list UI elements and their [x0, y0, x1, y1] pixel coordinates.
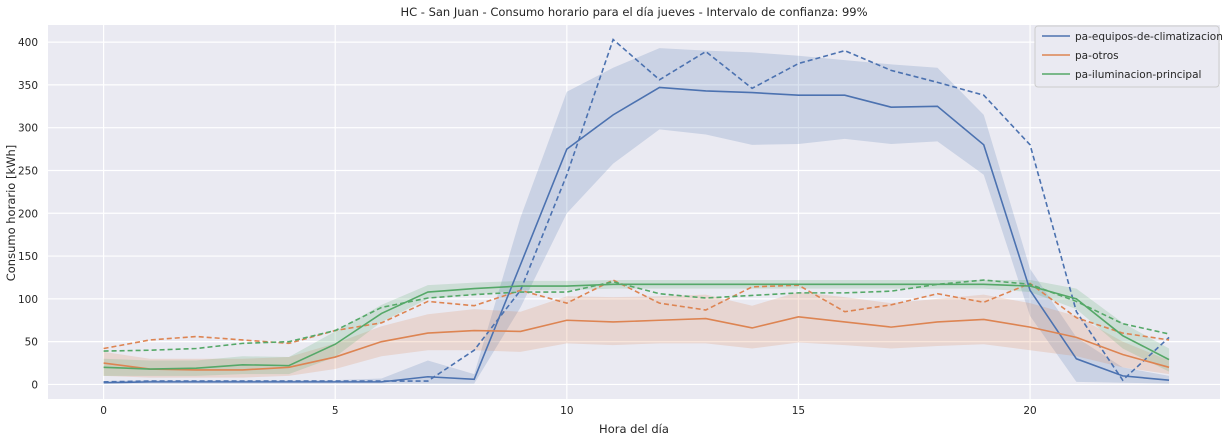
- y-tick-label: 350: [18, 80, 38, 92]
- y-axis-label: Consumo horario [kWh]: [4, 145, 18, 282]
- confidence-band-2: [103, 280, 1170, 376]
- mean-line-2: [103, 283, 1170, 370]
- series-lines: [103, 38, 1170, 384]
- chart-title: HC - San Juan - Consumo horario para el …: [400, 5, 867, 19]
- mean-line-0: [103, 86, 1170, 384]
- plot-background: [48, 25, 1220, 399]
- legend: pa-equipos-de-climatizacion pa-otros pa-…: [1034, 25, 1223, 88]
- y-tick-label: 100: [18, 294, 38, 306]
- confidence-bands: [103, 48, 1170, 384]
- x-tick-label: 20: [1023, 405, 1036, 417]
- y-tick-label: 0: [31, 379, 38, 391]
- x-axis-label: Hora del día: [599, 422, 669, 436]
- mean-line-1: [103, 316, 1170, 371]
- y-tick-label: 400: [18, 37, 38, 49]
- legend-label-iluminacion: pa-iluminacion-principal: [1075, 69, 1201, 81]
- x-tick-label: 0: [100, 405, 107, 417]
- y-tick-label: 250: [18, 165, 38, 177]
- dashed-line-2: [103, 279, 1170, 352]
- dashed-line-1: [103, 279, 1170, 350]
- legend-label-otros: pa-otros: [1075, 50, 1119, 62]
- confidence-band-0: [103, 48, 1170, 384]
- x-tick-label: 5: [332, 405, 339, 417]
- legend-box: [1034, 25, 1220, 88]
- y-tick-label: 50: [25, 337, 38, 349]
- confidence-band-1: [103, 292, 1170, 378]
- grid: [48, 25, 1220, 399]
- x-tick-label: 10: [560, 405, 573, 417]
- legend-label-climatizacion: pa-equipos-de-climatizacion: [1075, 31, 1223, 43]
- x-tick-label: 15: [792, 405, 805, 417]
- y-tick-label: 150: [18, 251, 38, 263]
- y-tick-label: 300: [18, 123, 38, 135]
- dashed-line-0: [103, 38, 1170, 383]
- y-tick-label: 200: [18, 208, 38, 220]
